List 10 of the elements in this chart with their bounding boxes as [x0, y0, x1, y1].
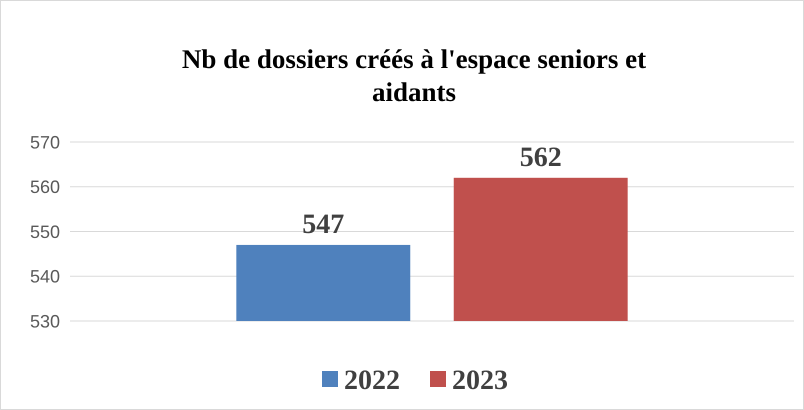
y-tick-label: 570: [30, 132, 60, 152]
chart-title: Nb de dossiers créés à l'espace seniors et aidants: [182, 44, 646, 107]
data-label: 562: [520, 142, 562, 173]
legend-label: 2023: [452, 364, 508, 396]
data-label: 547: [302, 208, 344, 240]
y-tick-label: 540: [30, 266, 60, 287]
y-tick-label: 530: [30, 311, 60, 332]
y-tick-label: 550: [30, 222, 60, 242]
y-tick-label: 560: [30, 177, 60, 198]
legend-label: 2022: [344, 364, 400, 396]
